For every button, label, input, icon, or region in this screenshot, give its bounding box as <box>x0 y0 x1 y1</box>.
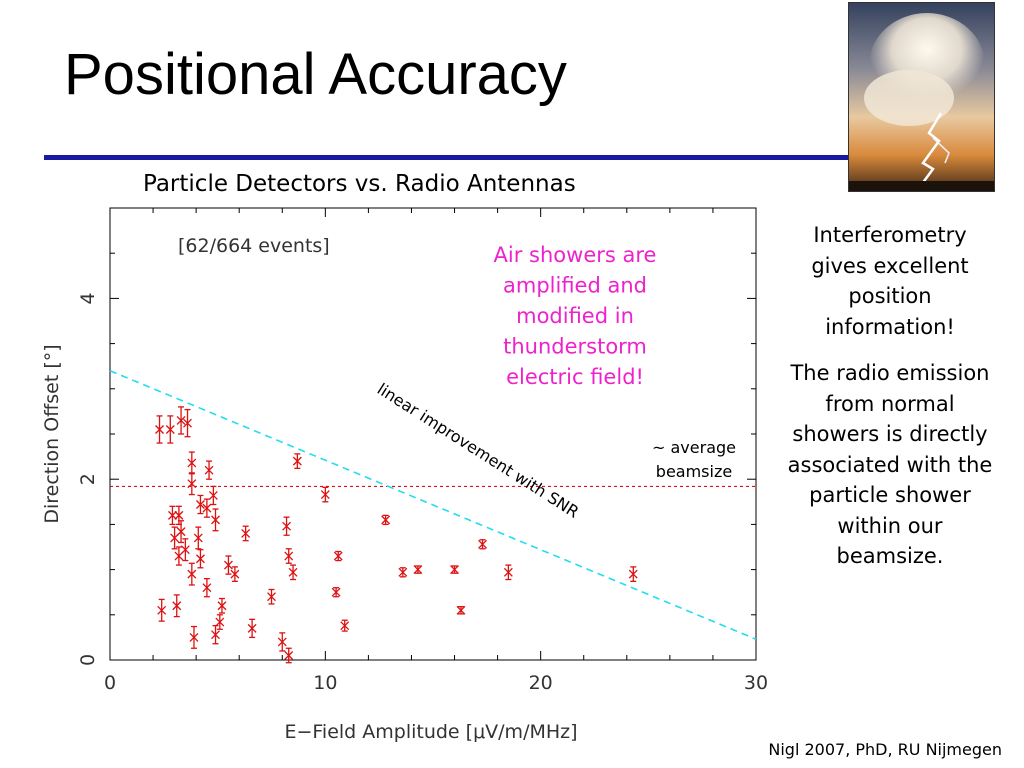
interferometry-text: Interferometry gives excellent position … <box>811 223 969 339</box>
data-point <box>247 618 257 639</box>
data-point <box>320 486 330 503</box>
fit-line <box>109 369 757 640</box>
beamsize-label: ~ average beamsize <box>652 438 736 481</box>
data-point <box>217 597 227 614</box>
data-point <box>157 598 167 622</box>
data-point <box>292 453 302 470</box>
data-point <box>193 526 203 550</box>
data-point <box>189 625 199 649</box>
data-point <box>478 539 487 550</box>
data-point <box>223 555 233 575</box>
data-point <box>381 514 391 526</box>
data-point <box>208 485 218 506</box>
data-point <box>398 567 408 578</box>
data-point <box>503 564 513 581</box>
data-point <box>288 564 298 581</box>
data-point <box>187 472 197 496</box>
data-point <box>204 460 214 480</box>
data-point <box>284 548 294 564</box>
data-point <box>165 415 175 444</box>
data-point <box>176 520 186 544</box>
data-point <box>187 451 197 475</box>
y-tick-label: 2 <box>77 473 99 485</box>
data-point <box>176 406 186 435</box>
y-axis-label: Direction Offset [°] <box>41 344 63 523</box>
data-points <box>155 406 638 664</box>
data-point <box>284 647 294 664</box>
radio-emission-text: The radio emission from normal showers i… <box>787 361 993 568</box>
data-point <box>155 415 164 444</box>
x-tick-label: 0 <box>104 672 116 694</box>
thunderstorm-annotation: Air showers are amplified and modified in t… <box>494 243 657 389</box>
data-point <box>211 508 220 532</box>
data-point <box>202 577 212 598</box>
data-point <box>211 624 220 645</box>
data-point <box>195 549 205 569</box>
axis-ticks <box>109 207 757 661</box>
data-point <box>456 605 466 615</box>
data-point <box>183 408 192 438</box>
data-point <box>215 614 225 630</box>
data-point <box>172 594 182 618</box>
slide-title: Positional Accuracy <box>64 42 567 107</box>
data-point <box>277 632 287 652</box>
data-point <box>282 516 292 536</box>
data-point <box>331 587 341 598</box>
data-point <box>230 566 240 583</box>
x-tick-label: 10 <box>313 672 337 694</box>
data-point <box>413 565 423 575</box>
data-point <box>195 494 205 515</box>
data-point <box>333 550 343 562</box>
citation: Nigl 2007, PhD, RU Nijmegen <box>768 740 1002 759</box>
chart-heading: Particle Detectors vs. Radio Antennas <box>143 171 576 197</box>
data-point <box>170 526 180 550</box>
thunderstorm-photo <box>848 2 995 192</box>
y-tick-labels: 0 2 4 <box>77 292 99 666</box>
y-tick-label: 4 <box>77 292 99 304</box>
data-point <box>202 498 212 518</box>
data-point <box>628 566 638 583</box>
data-point <box>241 525 251 542</box>
y-tick-label: 0 <box>77 654 99 666</box>
data-point <box>174 546 184 566</box>
data-point <box>187 562 197 586</box>
x-tick-label: 30 <box>744 672 768 694</box>
data-point <box>267 588 276 605</box>
fit-line-label: linear improvement with SNR <box>374 379 582 521</box>
x-tick-label: 20 <box>529 672 553 694</box>
title-rule <box>44 155 850 160</box>
events-label: [62/664 events] <box>178 235 330 257</box>
data-point <box>167 505 177 526</box>
x-axis-label: E−Field Amplitude [μV/m/MHz] <box>284 721 577 743</box>
data-point <box>340 619 350 632</box>
x-tick-labels: 0 10 20 30 <box>104 672 768 694</box>
lightning-image-icon <box>849 3 994 191</box>
data-point <box>450 565 459 575</box>
